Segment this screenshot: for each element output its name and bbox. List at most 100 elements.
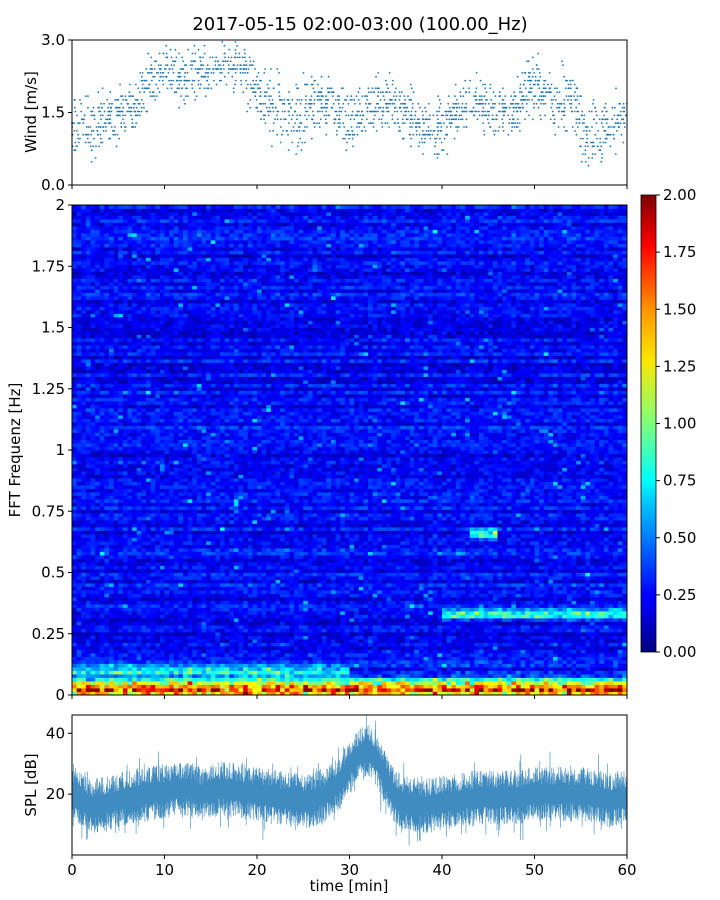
- spectrogram-cell: [280, 684, 286, 689]
- wind-point: [465, 126, 468, 128]
- wind-point: [218, 79, 221, 82]
- spectrogram-cell: [127, 628, 133, 633]
- wind-point: [84, 141, 87, 144]
- wind-point: [252, 79, 255, 82]
- spectrogram-cell: [169, 677, 175, 682]
- wind-point: [547, 83, 549, 86]
- wind-point: [116, 99, 118, 101]
- wind-x-ticks: [71, 185, 628, 189]
- wind-point: [324, 99, 327, 101]
- wind-point: [556, 102, 559, 105]
- wind-point: [162, 75, 165, 78]
- spectrogram-cell: [613, 656, 619, 661]
- spectrogram-cell: [127, 663, 133, 668]
- spectrogram-cell: [479, 611, 485, 615]
- wind-point: [296, 114, 298, 117]
- spectrogram-cell: [585, 604, 591, 608]
- spectrogram-cell: [460, 642, 466, 647]
- spectrogram-cell: [409, 628, 415, 633]
- wind-point: [199, 83, 202, 86]
- spectrogram-cell: [451, 653, 457, 657]
- spectrogram-cell: [95, 663, 101, 668]
- spectrogram-cell: [451, 663, 457, 668]
- spectrogram-cell: [76, 677, 82, 682]
- wind-point: [268, 110, 271, 113]
- spectrogram-cell: [562, 670, 568, 675]
- spectrogram-cell: [432, 656, 438, 661]
- spectrogram-cell: [243, 688, 249, 692]
- spectrogram-cell: [206, 642, 212, 647]
- spectrogram-cell: [372, 660, 378, 664]
- spectrogram-cell: [395, 621, 401, 626]
- wind-point: [587, 157, 590, 159]
- wind-point: [143, 106, 145, 109]
- spectrogram-cell: [321, 667, 327, 671]
- spectrogram-cell: [571, 670, 577, 675]
- wind-point: [447, 95, 450, 97]
- spectrogram-cell: [331, 684, 337, 689]
- wind-point: [160, 75, 162, 78]
- spectrogram-cell: [210, 614, 216, 619]
- spectrogram-cell: [187, 611, 193, 615]
- wind-point: [90, 110, 92, 113]
- spectrogram-cell: [594, 653, 600, 657]
- spectrogram-cell: [372, 611, 378, 615]
- spectrogram-cell: [446, 628, 452, 633]
- wind-point: [124, 95, 127, 97]
- spectrogram-cell: [275, 628, 281, 633]
- spectrogram-cell: [192, 625, 198, 629]
- wind-point: [254, 95, 257, 97]
- spectrogram-cell: [479, 642, 485, 647]
- wind-point: [550, 99, 553, 101]
- spectrogram-cell: [460, 677, 466, 682]
- spectrogram-cell: [479, 604, 485, 608]
- wind-point: [87, 95, 89, 97]
- wind-point: [545, 91, 547, 94]
- wind-point: [501, 99, 504, 101]
- spectrogram-cell: [127, 677, 133, 682]
- spectrogram-cell: [118, 663, 124, 668]
- spectrogram-cell: [608, 688, 614, 692]
- spectrogram-cell: [155, 625, 161, 629]
- wind-point: [260, 102, 262, 105]
- spectrogram-cell: [183, 614, 189, 619]
- spectrogram-cell: [72, 681, 78, 685]
- spectrogram-cell: [391, 639, 397, 643]
- spectrogram-cell: [294, 649, 300, 654]
- wind-point: [305, 95, 307, 97]
- spectrogram-cell: [358, 618, 364, 622]
- spectrogram-cell: [368, 611, 374, 615]
- spectrogram-cell: [210, 635, 216, 640]
- wind-point: [356, 126, 358, 128]
- spectrogram-cell: [85, 653, 91, 657]
- spectrogram-cell: [460, 611, 466, 615]
- spectrogram-cell: [603, 607, 609, 612]
- spectrogram-cell: [599, 639, 605, 643]
- wind-point: [515, 106, 518, 109]
- wind-point: [540, 118, 542, 121]
- spectrogram-cell: [548, 684, 554, 689]
- wind-point: [388, 99, 391, 101]
- wind-point: [605, 122, 608, 124]
- spectrogram-cell: [229, 642, 235, 647]
- spectrogram-cell: [90, 660, 96, 664]
- spectrogram-cell: [215, 663, 221, 668]
- spectrogram-cell: [132, 653, 138, 657]
- spectrogram-cell: [294, 660, 300, 664]
- spectrogram-cell: [344, 688, 350, 692]
- wind-point: [395, 87, 397, 90]
- spectrogram-cell: [210, 611, 216, 615]
- wind-point: [585, 130, 588, 132]
- spectrogram-cell: [331, 660, 337, 664]
- spectrogram-cell: [201, 688, 207, 692]
- spectrogram-cell: [428, 632, 434, 636]
- spectrogram-cell: [132, 611, 138, 615]
- wind-point: [401, 118, 404, 121]
- wind-point: [224, 56, 226, 59]
- spectrogram-cell: [261, 646, 267, 650]
- spectrogram-cell: [451, 604, 457, 608]
- spectrogram-cell: [122, 607, 128, 612]
- wind-point: [105, 126, 107, 128]
- wind-point: [591, 157, 594, 159]
- spectrogram-cell: [317, 604, 323, 608]
